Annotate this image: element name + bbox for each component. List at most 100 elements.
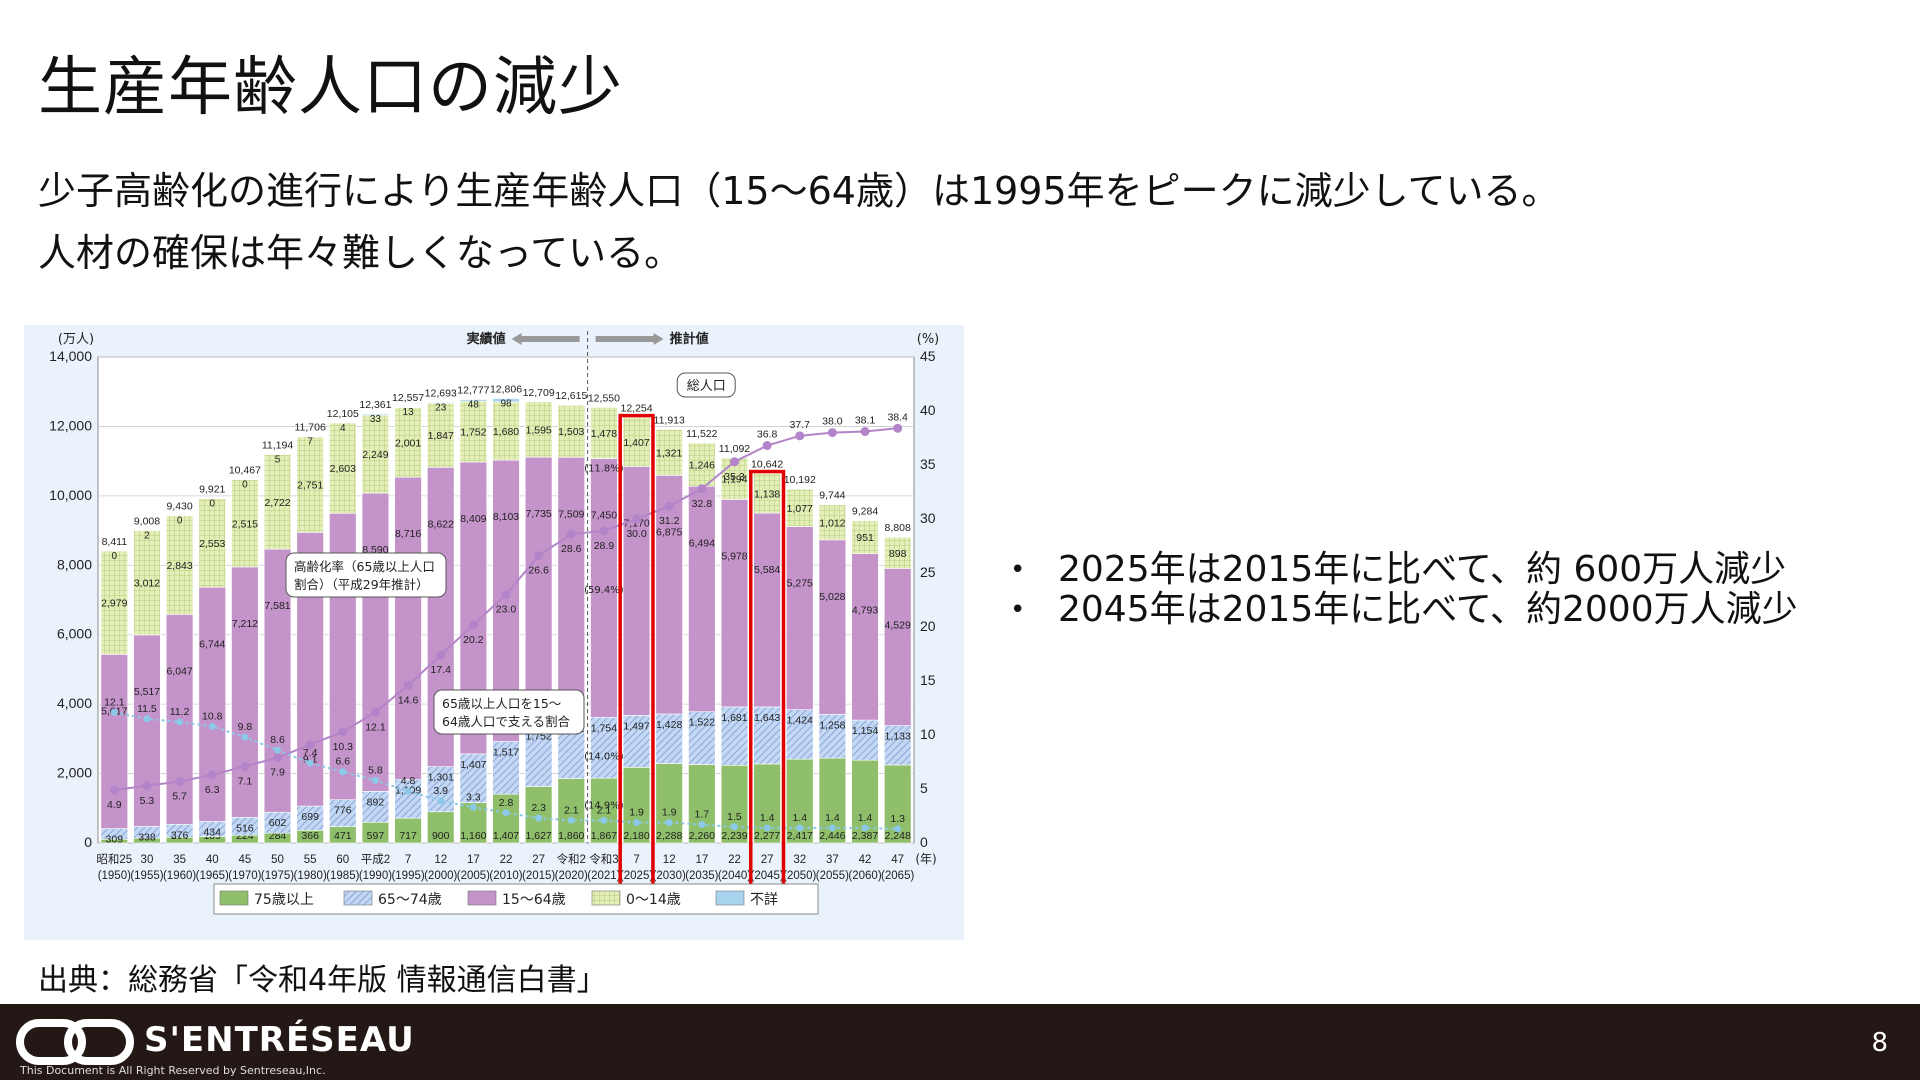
support-ratio-callout-box bbox=[433, 689, 585, 735]
total-label: 12,557 bbox=[392, 392, 424, 404]
unknown-label: 0 bbox=[242, 480, 248, 491]
aging-rate-label: 20.2 bbox=[463, 634, 484, 646]
legend-swatch bbox=[219, 890, 249, 906]
bar-0-14 bbox=[655, 429, 683, 476]
bar-15-64 bbox=[622, 466, 651, 716]
support-ratio-point bbox=[274, 746, 282, 754]
aging-rate-point bbox=[403, 680, 413, 690]
bar-0-14 bbox=[622, 417, 651, 467]
y-right-unit: (%) bbox=[917, 332, 940, 347]
support-ratio-point bbox=[633, 818, 641, 826]
bar-0-14 bbox=[133, 530, 161, 636]
support-ratio-point bbox=[828, 824, 836, 832]
segment-label: 900 bbox=[432, 830, 450, 842]
x-year-label: (2005) bbox=[457, 870, 490, 882]
key-point-2045: 2045年は2015年に比べて、約2000万人減少 bbox=[1010, 590, 1798, 631]
unknown-label: 5 bbox=[275, 454, 281, 465]
bar-unknown bbox=[459, 399, 488, 402]
unknown-label: 4 bbox=[340, 423, 346, 434]
aging-rate-point bbox=[762, 441, 772, 451]
x-era-label: 55 bbox=[304, 854, 317, 866]
segment-label: 1,138 bbox=[754, 488, 780, 500]
legend-label: 不詳 bbox=[750, 892, 778, 908]
segment-label: 1,860 bbox=[558, 830, 584, 842]
x-unit-label: (年) bbox=[915, 852, 936, 866]
y-left-tick-label: 12,000 bbox=[49, 417, 92, 433]
aging-rate-point bbox=[305, 740, 315, 750]
x-year-label: (2065) bbox=[881, 870, 914, 882]
support-ratio-point bbox=[567, 816, 575, 824]
actual-values-label: 実績値 bbox=[467, 331, 506, 347]
x-year-label: (2035) bbox=[685, 870, 718, 882]
double-ring-logo-icon bbox=[16, 1019, 134, 1065]
bar-65-74 bbox=[361, 791, 390, 823]
aging-rate-label: 5.7 bbox=[172, 790, 187, 802]
intro-line-1: 少子高齢化の進行により生産年齢人口（15～64歳）は1995年をピークに減少して… bbox=[38, 169, 1560, 213]
aging-rate-label: 5.3 bbox=[140, 795, 155, 807]
y-right-tick-label: 40 bbox=[920, 402, 936, 418]
x-year-label: (1990) bbox=[359, 870, 392, 882]
aging-rate-label: 12.1 bbox=[365, 721, 386, 733]
bar-15-64 bbox=[786, 526, 814, 710]
aging-rate-point bbox=[860, 427, 870, 437]
aging-rate-label: 28.9 bbox=[594, 540, 615, 552]
x-era-label: 12 bbox=[663, 854, 676, 866]
bar-65-74 bbox=[883, 725, 912, 766]
bar-15-64 bbox=[655, 475, 683, 715]
total-label: 9,744 bbox=[819, 490, 845, 502]
x-era-label: 27 bbox=[532, 854, 545, 866]
x-year-label: (1965) bbox=[196, 870, 229, 882]
segment-label: 898 bbox=[889, 548, 907, 560]
unknown-label: 0 bbox=[112, 551, 118, 562]
segment-label: 1,754 bbox=[591, 722, 617, 734]
aging-rate-point bbox=[436, 650, 446, 660]
segment-label: 1,133 bbox=[885, 731, 911, 743]
segment-label: 5,275 bbox=[787, 578, 813, 590]
support-ratio-label: 1.4 bbox=[858, 812, 873, 824]
y-left-tick-label: 4,000 bbox=[57, 695, 92, 711]
x-year-label: (1960) bbox=[163, 870, 196, 882]
bar-65-74 bbox=[786, 709, 814, 760]
total-label: 12,777 bbox=[457, 384, 489, 396]
projection-values-label: 推計値 bbox=[670, 331, 709, 347]
unknown-label: 33 bbox=[370, 414, 382, 425]
support-ratio-label: 1.4 bbox=[825, 812, 840, 824]
legend-swatch bbox=[467, 890, 497, 906]
segment-label: 776 bbox=[334, 805, 352, 817]
segment-label: 2,843 bbox=[166, 560, 192, 572]
x-year-label: (2021) bbox=[587, 870, 620, 882]
aging-rate-label: 23.0 bbox=[496, 604, 517, 616]
segment-label: 2,722 bbox=[264, 497, 290, 509]
support-ratio-point bbox=[665, 818, 673, 826]
x-era-label: 22 bbox=[728, 854, 741, 866]
unknown-label: 48 bbox=[468, 399, 480, 410]
segment-label: 2,260 bbox=[689, 830, 715, 842]
bar-0-14 bbox=[524, 401, 553, 458]
bar-0-14 bbox=[818, 504, 847, 541]
aging-rate-label: 26.6 bbox=[528, 565, 549, 577]
segment-label: 1,503 bbox=[558, 426, 584, 438]
aging-rate-point bbox=[207, 770, 217, 780]
total-label: 11,092 bbox=[719, 443, 750, 455]
support-ratio-point bbox=[796, 824, 804, 832]
bar-0-14 bbox=[688, 442, 716, 487]
x-era-label: 40 bbox=[206, 854, 219, 866]
bar-15-64 bbox=[753, 512, 781, 708]
segment-label: 6,875 bbox=[656, 526, 682, 538]
support-ratio-point bbox=[698, 821, 706, 829]
total-label: 9,430 bbox=[166, 501, 192, 513]
x-era-label: 12 bbox=[434, 854, 447, 866]
segment-label: 2,248 bbox=[885, 830, 911, 842]
segment-label: 892 bbox=[367, 796, 385, 808]
x-era-label: 7 bbox=[633, 854, 639, 866]
bar-0-14 bbox=[231, 479, 259, 568]
segment-label: 2,515 bbox=[232, 518, 258, 530]
support-ratio-label: 9.8 bbox=[238, 721, 253, 733]
segment-label: 1,517 bbox=[493, 746, 519, 758]
support-ratio-point bbox=[894, 825, 902, 833]
segment-label: 1,522 bbox=[689, 717, 715, 729]
support-ratio-point bbox=[241, 733, 249, 741]
segment-label: 1,627 bbox=[525, 830, 551, 842]
support-ratio-point bbox=[404, 787, 412, 795]
segment-label: 4,529 bbox=[885, 619, 911, 631]
